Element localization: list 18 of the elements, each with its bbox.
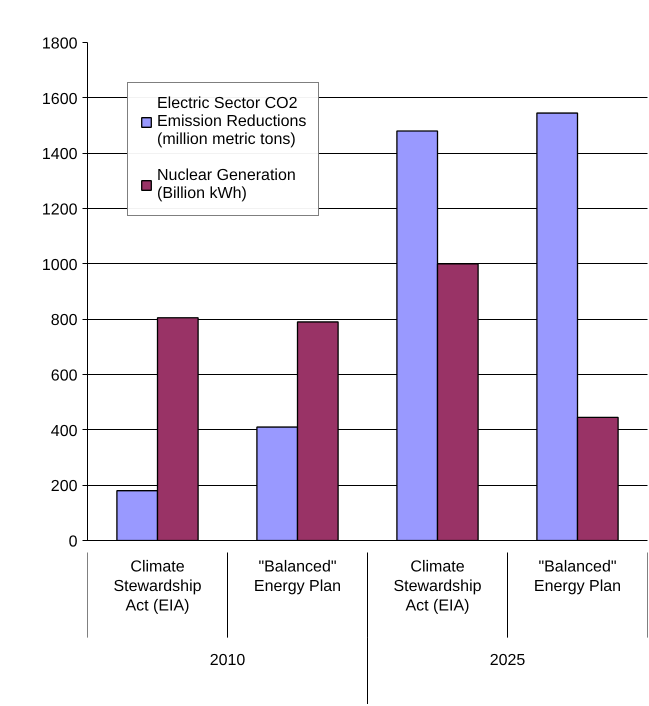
x-tick-label: "Balanced" Energy Plan — [254, 558, 342, 596]
y-tick-label: 200 — [50, 478, 78, 496]
legend-label: Nuclear Generation (Billion kWh) — [157, 167, 296, 203]
y-tick-label: 800 — [50, 312, 78, 330]
y-tick-label: 1000 — [42, 256, 78, 274]
y-tick-label: 400 — [50, 422, 78, 440]
y-tick-label: 600 — [50, 368, 78, 384]
x-tick-label: Climate Stewardship Act (EIA) — [113, 558, 202, 615]
y-tick-label: 1400 — [42, 146, 78, 164]
y-tick-label: 0 — [68, 534, 78, 550]
y-tick-label: 1600 — [42, 90, 78, 108]
y-tick-label: 1200 — [42, 202, 78, 218]
legend-label: Electric Sector CO2 Emission Reductions (million metric tons) — [157, 95, 306, 149]
y-tick-label: 1800 — [42, 36, 78, 52]
x-tick-label: "Balanced" Energy Plan — [534, 558, 622, 596]
x-tick-label: Climate Stewardship Act (EIA) — [393, 558, 482, 615]
text: 2025 — [490, 652, 526, 669]
text: 2010 — [210, 652, 246, 669]
